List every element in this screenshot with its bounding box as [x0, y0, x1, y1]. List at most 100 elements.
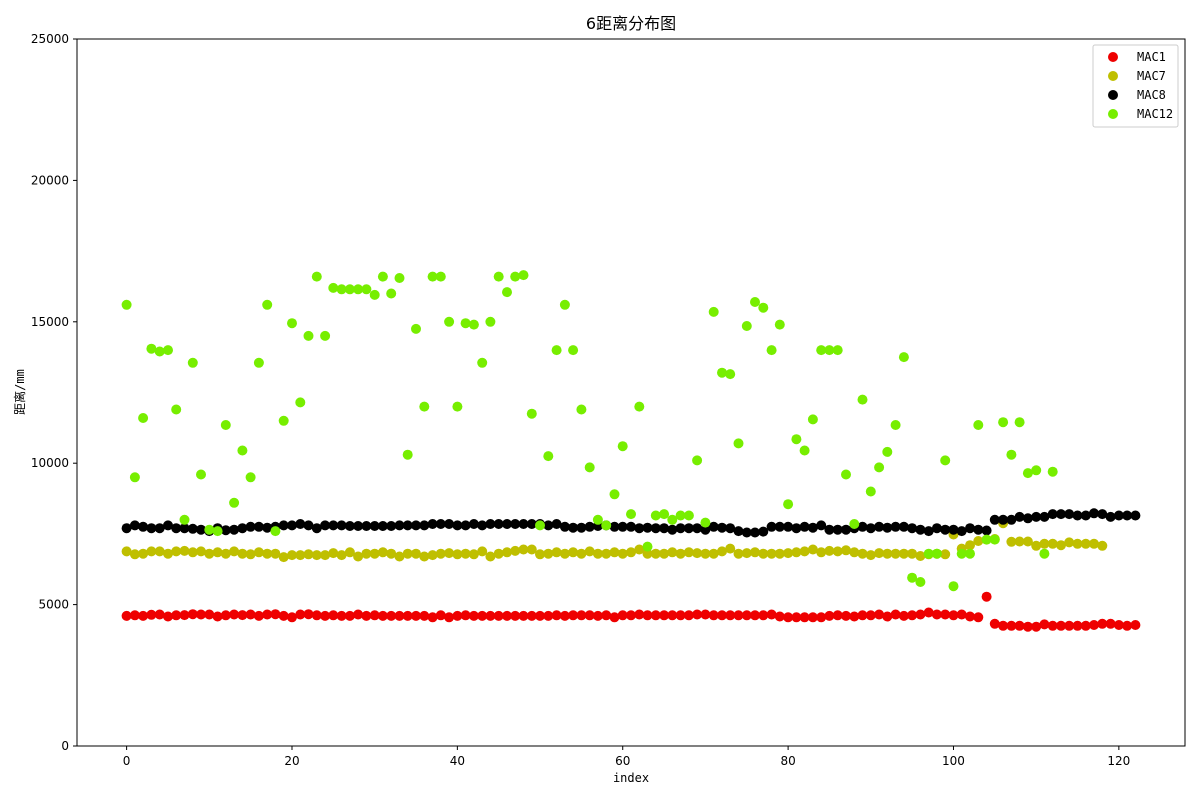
data-point	[650, 523, 661, 534]
data-point	[1039, 511, 1050, 522]
data-point	[799, 521, 810, 532]
data-point	[262, 522, 273, 533]
data-point	[857, 394, 868, 405]
data-point	[1006, 620, 1017, 631]
data-point	[989, 514, 1000, 525]
data-point	[171, 546, 182, 557]
data-point	[915, 551, 926, 561]
data-point	[229, 524, 240, 535]
x-tick-label: 60	[615, 754, 630, 768]
data-point	[377, 547, 388, 558]
data-point	[890, 521, 901, 532]
data-point	[444, 519, 455, 529]
data-point	[617, 521, 628, 532]
data-point	[394, 520, 405, 531]
data-point	[634, 609, 645, 620]
data-point	[675, 610, 686, 621]
legend-marker	[1108, 52, 1118, 62]
data-point	[502, 287, 512, 298]
data-point	[865, 550, 876, 561]
data-point	[857, 610, 868, 621]
data-point	[683, 547, 694, 558]
data-point	[824, 524, 835, 535]
data-point	[898, 521, 909, 532]
data-point	[783, 521, 794, 532]
data-point	[394, 273, 405, 283]
data-point	[229, 609, 240, 620]
data-point	[998, 417, 1009, 428]
data-point	[303, 520, 314, 531]
data-point	[659, 523, 670, 534]
data-point	[816, 345, 827, 356]
data-point	[989, 534, 1000, 545]
data-point	[1006, 536, 1017, 547]
data-point	[419, 551, 430, 562]
data-point	[179, 523, 190, 534]
data-point	[692, 609, 703, 620]
data-point	[568, 522, 579, 533]
data-point	[973, 420, 984, 430]
data-point	[923, 548, 934, 559]
data-point	[626, 509, 636, 520]
data-point	[1064, 620, 1075, 631]
legend-marker	[1108, 90, 1118, 100]
data-point	[865, 486, 876, 497]
data-point	[295, 397, 306, 408]
data-point	[609, 521, 620, 532]
data-point	[576, 610, 587, 621]
data-point	[965, 523, 975, 534]
data-point	[179, 514, 190, 525]
data-point	[931, 548, 942, 559]
data-point	[303, 549, 314, 560]
data-point	[535, 520, 545, 531]
data-point	[196, 469, 206, 480]
data-point	[253, 547, 264, 558]
data-point	[287, 318, 297, 329]
data-point	[915, 609, 926, 620]
data-point	[1014, 536, 1025, 547]
data-point	[493, 610, 504, 621]
data-point	[576, 404, 587, 415]
data-point	[1130, 510, 1141, 521]
data-point	[386, 610, 397, 621]
data-point	[642, 610, 653, 621]
data-point	[601, 610, 612, 621]
data-point	[171, 610, 182, 621]
data-point	[973, 612, 984, 623]
data-point	[568, 610, 579, 621]
data-point	[1113, 510, 1124, 521]
data-point	[741, 527, 752, 538]
data-point	[262, 299, 273, 310]
data-point	[931, 523, 942, 534]
data-point	[237, 523, 248, 534]
data-point	[832, 546, 843, 557]
data-point	[700, 548, 711, 559]
data-point	[865, 523, 876, 534]
data-point	[733, 548, 744, 559]
data-point	[708, 521, 719, 532]
x-tick-label: 0	[123, 754, 131, 768]
data-point	[667, 514, 678, 525]
data-point	[361, 548, 372, 559]
data-point	[353, 551, 364, 562]
data-point	[295, 550, 306, 561]
legend-label: MAC7	[1137, 69, 1166, 83]
data-point	[303, 330, 314, 341]
data-point	[882, 548, 893, 559]
data-point	[956, 548, 967, 559]
data-point	[551, 547, 562, 558]
data-point	[435, 271, 446, 282]
data-point	[766, 521, 777, 532]
data-point	[138, 548, 149, 559]
data-point	[559, 610, 570, 621]
data-point	[1047, 466, 1058, 477]
data-point	[344, 284, 355, 295]
data-point	[477, 357, 488, 368]
data-point	[1130, 620, 1141, 630]
data-point	[163, 611, 173, 622]
data-point	[196, 609, 206, 620]
data-point	[427, 550, 438, 561]
data-point	[237, 445, 248, 456]
data-point	[344, 610, 355, 621]
data-point	[460, 318, 471, 329]
